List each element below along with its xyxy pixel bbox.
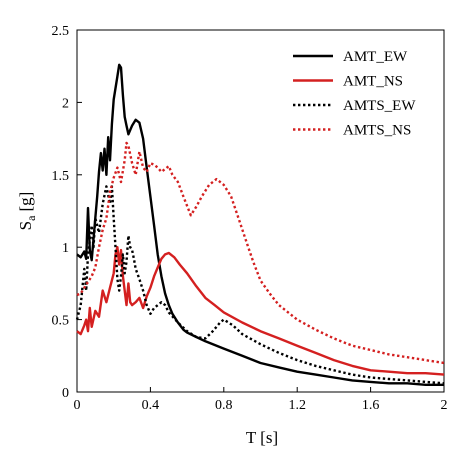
- series-line-amts-ew: [75, 185, 445, 385]
- legend-label: AMTS_EW: [343, 98, 416, 114]
- y-tick-label: 0: [62, 386, 69, 401]
- series-layer: [75, 63, 445, 386]
- x-tick-label: 1.2: [288, 398, 306, 413]
- x-tick-label: 0.4: [142, 398, 160, 413]
- x-tick-label: 0: [74, 398, 81, 413]
- y-axis-label-unit: [g]: [16, 192, 35, 212]
- series-line-amt-ew: [76, 63, 444, 386]
- legend-label: AMT_EW: [343, 49, 408, 65]
- series-line-amts-ns: [76, 141, 445, 365]
- y-tick-label: 2.5: [52, 24, 70, 39]
- y-axis-label: Sa [g]: [16, 192, 38, 231]
- y-tick-label: 2: [62, 96, 69, 111]
- y-tick-label: 0.5: [52, 314, 70, 329]
- y-axis-label-main: S: [16, 221, 35, 230]
- series-line-amt-ns: [76, 245, 445, 376]
- y-tick-label: 1: [62, 241, 69, 256]
- x-tick-label: 2: [441, 398, 448, 413]
- plot-frame: [76, 29, 445, 393]
- legend-label: AMTS_NS: [343, 123, 411, 139]
- legend-label: AMT_NS: [343, 74, 403, 90]
- x-tick-label: 0.8: [215, 398, 233, 413]
- axis-ticks: [76, 29, 445, 393]
- y-tick-label: 1.5: [52, 169, 70, 184]
- legend: AMT_EW AMT_NS AMTS_EW AMTS_NS: [293, 49, 416, 139]
- x-axis-label: T [s]: [246, 428, 278, 447]
- tick-labels: 0 0.4 0.8 1.2 1.6 2 0 0.5 1 1.5 2 2.5: [52, 24, 448, 413]
- y-axis-label-subscript: a: [24, 215, 38, 221]
- x-tick-label: 1.6: [362, 398, 380, 413]
